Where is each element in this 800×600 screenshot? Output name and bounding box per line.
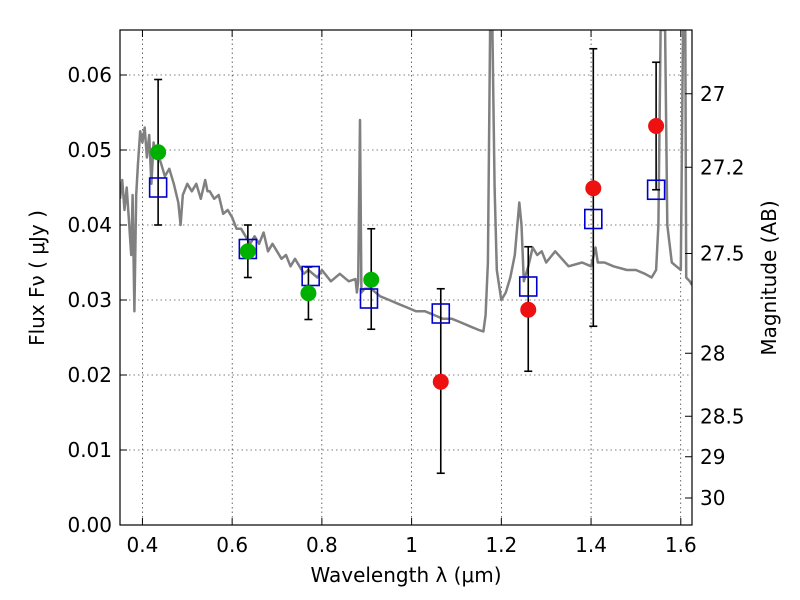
x-axis-title: Wavelength λ (μm) (310, 563, 501, 587)
x-tick-label: 1.4 (575, 533, 607, 557)
plot-frame (119, 29, 693, 526)
model-square (584, 208, 603, 230)
model-square (359, 288, 379, 309)
model-square (431, 303, 451, 324)
grid-lines (120, 30, 692, 526)
x-tick-label: 0.8 (306, 533, 338, 557)
tick-layer: 0.4 0.6 0.8 1 1.2 1.4 1.6 0.00 0.01 0.02 0.03 0.04 0… (67, 30, 745, 557)
x-tick-label: 1.6 (665, 533, 697, 557)
data-point (363, 271, 380, 288)
marker-layer (148, 47, 666, 475)
data-point (239, 243, 256, 260)
right-tick-label: 27.5 (700, 242, 745, 266)
y-tick-label: 0.00 (67, 513, 112, 537)
y-tick-label: 0.04 (67, 213, 112, 237)
y-tick-label: 0.05 (67, 138, 112, 162)
x-tick-label: 1 (405, 533, 418, 557)
x-tick-label: 0.4 (127, 533, 159, 557)
right-tick-label: 27.2 (700, 155, 745, 179)
y-tick-label: 0.01 (67, 438, 112, 462)
data-point (520, 301, 537, 318)
right-tick-label: 28 (700, 341, 725, 365)
x-tick-label: 0.6 (216, 533, 248, 557)
x-tick-label: 1.2 (485, 533, 517, 557)
data-point (585, 180, 602, 197)
data-point (300, 285, 317, 302)
right-tick-label: 29 (700, 445, 725, 469)
data-point (150, 144, 167, 161)
model-square (518, 276, 538, 297)
y-axis-title: Flux Fν ( μJy ) (25, 210, 49, 346)
model-square (148, 177, 168, 198)
right-tick-label: 27 (700, 82, 725, 106)
right-tick-label: 28.5 (700, 404, 745, 428)
y-tick-label: 0.06 (67, 63, 112, 87)
right-axis-title: Magnitude (AB) (757, 200, 781, 355)
model-square (301, 265, 320, 287)
y-tick-label: 0.02 (67, 363, 112, 387)
model-square (646, 179, 666, 201)
y-tick-label: 0.03 (67, 288, 112, 312)
data-point (432, 373, 449, 390)
right-tick-label: 30 (700, 486, 725, 510)
data-point (648, 118, 665, 134)
